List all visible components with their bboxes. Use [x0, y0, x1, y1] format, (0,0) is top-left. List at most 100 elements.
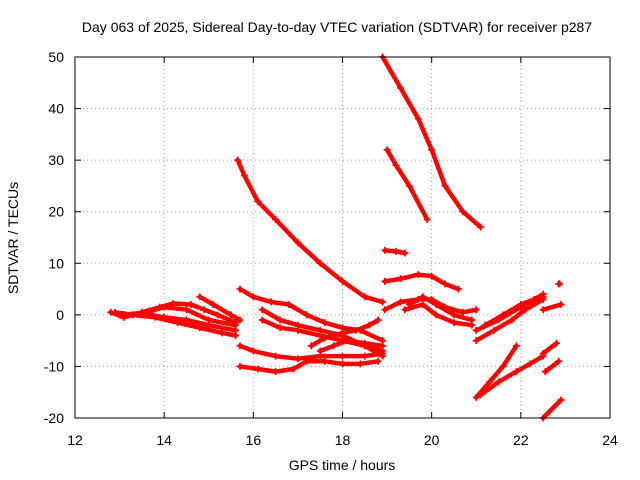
y-tick-label: 40 — [48, 101, 64, 117]
data-point — [541, 368, 549, 376]
data-point — [428, 272, 436, 280]
data-point — [200, 306, 208, 314]
data-point — [258, 316, 266, 324]
data-point — [553, 339, 560, 347]
data-point — [205, 316, 213, 324]
data-point — [169, 300, 177, 308]
data-point — [236, 342, 244, 350]
data-point — [526, 360, 534, 368]
y-tick-label: 50 — [48, 49, 64, 65]
x-axis-ticks: 12 14 16 18 20 22 24 — [67, 57, 618, 448]
data-point — [508, 316, 516, 324]
x-tick-label: 22 — [513, 432, 529, 448]
data-point — [432, 301, 440, 309]
x-tick-label: 24 — [602, 432, 618, 448]
data-point — [490, 326, 498, 334]
grid-lines — [75, 57, 610, 418]
data-point — [272, 368, 280, 376]
data-point — [272, 215, 280, 223]
y-tick-label: -20 — [44, 410, 64, 426]
series-line — [235, 157, 385, 305]
data-point — [555, 357, 563, 365]
data-point — [379, 298, 387, 306]
data-point — [258, 306, 266, 314]
data-point — [472, 306, 480, 314]
data-point — [405, 182, 413, 190]
data-point — [419, 293, 427, 301]
data-point — [396, 298, 404, 306]
data-point — [486, 378, 494, 386]
x-tick-label: 12 — [67, 432, 83, 448]
x-tick-label: 18 — [335, 432, 351, 448]
y-tick-label: -10 — [44, 358, 64, 374]
y-tick-label: 20 — [48, 204, 64, 220]
data-point — [441, 280, 449, 288]
series-track-19 — [307, 316, 382, 350]
data-point — [294, 326, 302, 334]
data-point — [374, 316, 382, 324]
data-point — [432, 311, 440, 319]
data-point — [450, 319, 458, 327]
data-point — [517, 301, 525, 309]
series-track-8 — [405, 293, 476, 324]
data-point — [356, 360, 364, 368]
data-point — [294, 239, 302, 247]
series-track-25 — [481, 293, 547, 329]
series-track-22 — [477, 352, 547, 399]
series-track-23 — [472, 295, 547, 345]
data-point — [236, 316, 244, 324]
data-point — [401, 306, 409, 314]
data-point — [499, 311, 507, 319]
series-line — [540, 340, 559, 356]
data-point — [499, 362, 507, 370]
x-axis-label: GPS time / hours — [289, 457, 396, 473]
data-point — [303, 357, 311, 365]
data-point — [276, 324, 284, 332]
series-track-4 — [381, 246, 409, 257]
data-point — [472, 337, 480, 345]
data-point — [361, 352, 369, 360]
data-point — [187, 301, 195, 309]
series-track-3 — [383, 146, 431, 223]
data-point — [343, 337, 351, 345]
data-point — [556, 280, 564, 288]
series-track-13 — [120, 303, 239, 329]
data-point — [321, 334, 329, 342]
data-point — [307, 342, 315, 350]
y-axis-label: SDTVAR / TECUs — [5, 182, 21, 294]
data-point — [254, 365, 262, 373]
data-point — [339, 277, 346, 285]
series-track-21 — [472, 342, 520, 401]
series-track-1 — [234, 156, 387, 306]
series-line — [384, 147, 430, 222]
data-point — [249, 347, 257, 355]
series-track-18 — [236, 357, 382, 376]
x-tick-label: 16 — [246, 432, 262, 448]
series-track-5 — [381, 271, 462, 293]
data-point — [267, 298, 275, 306]
series-line — [309, 317, 381, 349]
data-series — [107, 53, 565, 422]
series-track-29 — [539, 301, 565, 314]
data-point — [120, 311, 128, 319]
data-point — [414, 271, 422, 279]
data-point — [232, 321, 239, 329]
data-point — [316, 331, 324, 339]
data-point — [330, 342, 338, 350]
data-point — [285, 301, 293, 309]
data-point — [276, 316, 284, 324]
series-line — [478, 353, 546, 398]
data-point — [383, 146, 391, 154]
data-point — [321, 357, 329, 365]
series-line — [382, 272, 461, 292]
data-point — [379, 342, 387, 350]
data-point — [539, 306, 547, 314]
data-point — [392, 161, 400, 169]
data-point — [316, 347, 324, 355]
series-track-26 — [539, 339, 560, 358]
data-point — [454, 285, 462, 293]
data-point — [450, 311, 458, 319]
data-point — [236, 285, 244, 293]
series-track-20 — [316, 337, 387, 355]
